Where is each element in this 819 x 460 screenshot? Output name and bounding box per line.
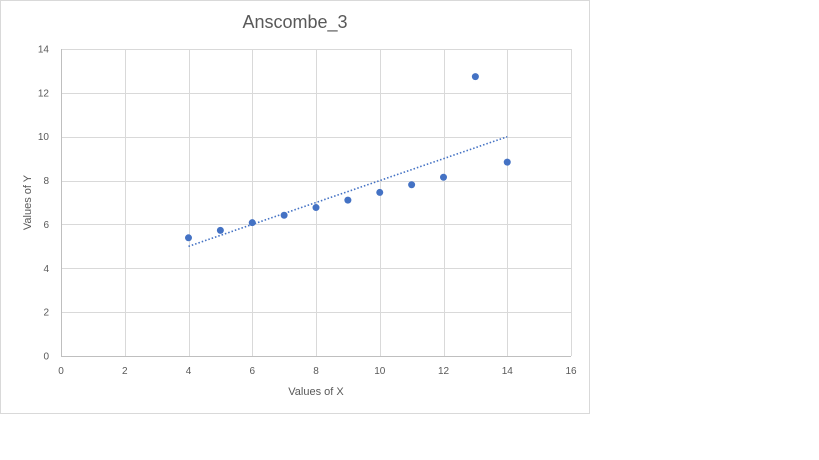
x-axis-title: Values of X [288,386,344,398]
x-tick-label: 6 [249,366,255,377]
trendline-layer [188,135,508,248]
y-tick-label: 14 [38,45,50,56]
y-tick-label: 4 [43,264,49,275]
linear-trendline [188,135,508,248]
x-tick-labels: 0 2 4 6 8 10 12 14 16 [58,366,577,377]
x-tick-label: 4 [186,366,192,377]
y-tick-label: 10 [38,132,50,143]
x-tick-label: 16 [565,366,577,377]
data-point [312,204,320,212]
data-point [376,188,384,196]
data-point [440,173,447,181]
grid-lines [61,49,572,356]
data-point [248,219,256,227]
x-tick-label: 0 [58,366,64,377]
y-tick-label: 12 [38,88,50,99]
y-tick-label: 6 [43,220,49,231]
chart-area [0,0,590,414]
chart-title: Anscombe_3 [242,12,348,32]
data-point [408,181,416,189]
axis-lines [61,49,571,357]
points-layer [185,73,511,242]
x-tick-label: 14 [502,366,514,377]
data-point [344,196,352,204]
x-tick-label: 10 [374,366,386,377]
data-point [185,234,192,242]
y-tick-label: 0 [43,352,49,363]
data-point [503,158,511,166]
y-axis-title: Values of Y [22,174,34,230]
x-tick-label: 8 [313,366,319,377]
x-tick-label: 12 [438,366,450,377]
x-tick-label: 2 [122,366,128,377]
y-tick-label: 8 [43,176,49,187]
data-point [471,73,479,81]
y-tick-labels: 0 2 4 6 8 10 12 14 [38,45,50,363]
data-point [280,211,288,219]
y-tick-label: 2 [43,308,49,319]
data-point [216,226,224,234]
